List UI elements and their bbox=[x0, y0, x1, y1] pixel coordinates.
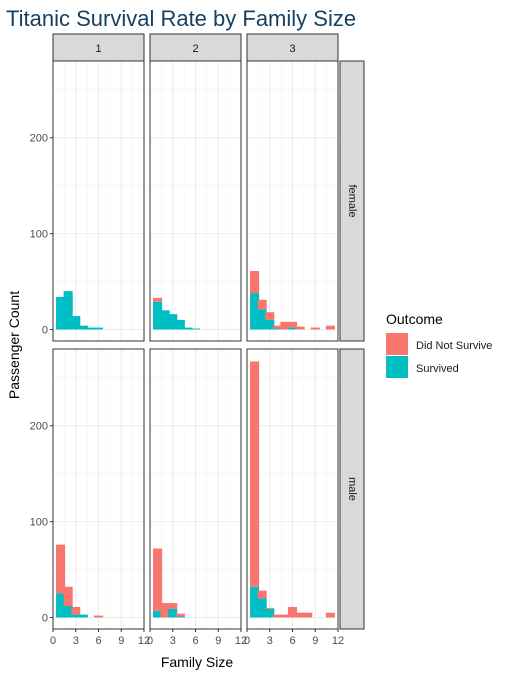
column-strip-label-1: 1 bbox=[95, 43, 101, 55]
bar-survived bbox=[63, 605, 73, 618]
bar-survived bbox=[250, 293, 260, 330]
bar-survived bbox=[71, 614, 81, 618]
x-tick-label: 0 bbox=[50, 635, 56, 647]
bar-survived bbox=[153, 610, 163, 618]
bar-survived bbox=[183, 327, 193, 330]
bar-did-not-survive bbox=[250, 271, 260, 294]
y-tick-label: 200 bbox=[30, 133, 48, 145]
bar-survived bbox=[265, 608, 275, 618]
bar-did-not-survive bbox=[325, 325, 335, 330]
y-tick-label: 0 bbox=[42, 612, 48, 624]
bar-did-not-survive bbox=[160, 603, 170, 618]
bar-did-not-survive bbox=[265, 312, 275, 320]
x-tick-label: 3 bbox=[73, 635, 79, 647]
x-tick-label: 6 bbox=[192, 635, 198, 647]
y-tick-label: 0 bbox=[42, 324, 48, 336]
x-tick-label: 9 bbox=[215, 635, 221, 647]
bar-survived bbox=[93, 327, 104, 330]
bar-survived bbox=[175, 616, 185, 618]
bar-did-not-survive bbox=[250, 361, 260, 587]
bar-survived bbox=[190, 328, 201, 330]
row-strip-label-female: female bbox=[346, 184, 358, 217]
row-strip-female bbox=[339, 60, 365, 342]
bar-did-not-survive bbox=[63, 586, 73, 606]
row-strip-label-male: male bbox=[346, 477, 358, 501]
bar-survived bbox=[78, 325, 88, 330]
panel-border bbox=[52, 60, 145, 342]
bar-did-not-survive bbox=[265, 607, 275, 609]
bar-survived bbox=[63, 291, 73, 330]
panel-border bbox=[246, 60, 339, 342]
legend-key-survived bbox=[386, 356, 408, 378]
bar-survived bbox=[257, 598, 267, 618]
bar-survived bbox=[168, 608, 178, 618]
bar-survived bbox=[78, 614, 88, 618]
x-tick-label: 0 bbox=[147, 635, 153, 647]
bar-survived bbox=[160, 310, 170, 330]
bar-did-not-survive bbox=[168, 603, 178, 609]
bar-survived bbox=[272, 328, 282, 330]
bar-did-not-survive bbox=[93, 615, 104, 618]
x-tick-label: 9 bbox=[312, 635, 318, 647]
y-tick-label: 100 bbox=[30, 517, 48, 529]
legend-key-did-not-survive bbox=[386, 333, 408, 355]
legend-title: Outcome bbox=[386, 311, 443, 327]
y-axis-label: Passenger Count bbox=[6, 291, 22, 399]
bar-did-not-survive bbox=[325, 612, 335, 618]
panel-border bbox=[149, 60, 242, 342]
bar-did-not-survive bbox=[56, 544, 66, 594]
y-tick-label: 100 bbox=[30, 229, 48, 241]
bar-did-not-survive bbox=[272, 325, 282, 329]
bar-did-not-survive bbox=[257, 299, 267, 310]
x-tick-label: 3 bbox=[267, 635, 273, 647]
bar-did-not-survive bbox=[175, 613, 185, 617]
legend: Outcome Did Not Survive Survived bbox=[386, 311, 492, 378]
bar-did-not-survive bbox=[280, 321, 290, 330]
bar-did-not-survive bbox=[295, 326, 305, 330]
x-tick-label: 9 bbox=[118, 635, 124, 647]
legend-label-did-not-survive: Did Not Survive bbox=[416, 340, 492, 352]
bar-survived bbox=[265, 319, 275, 330]
bar-survived bbox=[168, 314, 178, 330]
chart-title: Titanic Survival Rate by Family Size bbox=[6, 6, 356, 31]
y-tick-label: 200 bbox=[30, 421, 48, 433]
bar-did-not-survive bbox=[303, 612, 313, 618]
bar-did-not-survive bbox=[295, 612, 305, 618]
bar-survived bbox=[56, 296, 66, 330]
x-tick-label: 3 bbox=[170, 635, 176, 647]
bar-did-not-survive bbox=[287, 321, 298, 328]
column-strip-1 bbox=[52, 33, 145, 62]
bar-did-not-survive bbox=[257, 590, 267, 599]
column-strip-label-3: 3 bbox=[289, 43, 295, 55]
bar-did-not-survive bbox=[310, 327, 320, 330]
bar-survived bbox=[250, 586, 260, 618]
bar-did-not-survive bbox=[287, 606, 298, 618]
legend-label-survived: Survived bbox=[416, 363, 459, 375]
bar-survived bbox=[175, 319, 185, 330]
x-tick-label: 12 bbox=[332, 635, 344, 647]
x-tick-label: 12 bbox=[138, 635, 150, 647]
x-tick-label: 6 bbox=[95, 635, 101, 647]
column-strip-2 bbox=[149, 33, 242, 62]
row-strip-male bbox=[339, 348, 365, 630]
bar-survived bbox=[56, 593, 66, 618]
bar-did-not-survive bbox=[280, 614, 290, 618]
x-axis-label: Family Size bbox=[161, 654, 234, 670]
bar-survived bbox=[71, 316, 81, 330]
column-strip-label-2: 2 bbox=[192, 43, 198, 55]
x-tick-label: 6 bbox=[289, 635, 295, 647]
bar-did-not-survive bbox=[71, 606, 81, 615]
x-tick-label: 0 bbox=[244, 635, 250, 647]
bar-survived bbox=[86, 327, 96, 330]
x-tick-label: 12 bbox=[235, 635, 247, 647]
bar-survived bbox=[153, 301, 163, 330]
bar-survived bbox=[257, 309, 267, 330]
bar-survived bbox=[287, 327, 298, 330]
bar-did-not-survive bbox=[153, 297, 163, 302]
bar-did-not-survive bbox=[272, 614, 282, 618]
bar-did-not-survive bbox=[153, 548, 163, 611]
